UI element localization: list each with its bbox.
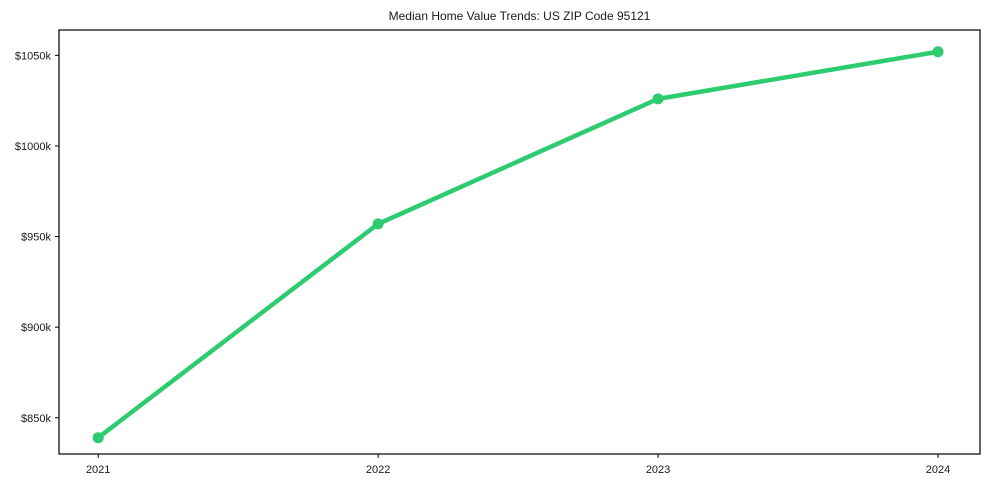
y-tick-label: $1050k (15, 50, 52, 62)
trend-line (95, 49, 941, 440)
data-point-marker (92, 432, 104, 444)
chart-title: Median Home Value Trends: US ZIP Code 95… (388, 9, 651, 23)
data-point-marker (372, 218, 384, 230)
x-tick-label: 2022 (366, 464, 390, 476)
y-tick-label: $1000k (15, 141, 52, 153)
x-tick-label: 2024 (926, 464, 950, 476)
y-tick-label: $950k (21, 232, 51, 244)
data-point-marker (652, 93, 664, 105)
data-point-marker (932, 46, 944, 58)
x-tick-label: 2021 (86, 464, 110, 476)
y-tick-label: $850k (21, 413, 51, 425)
x-tick-label: 2023 (646, 464, 670, 476)
plot-border (58, 29, 981, 455)
y-tick-label: $900k (21, 322, 51, 334)
